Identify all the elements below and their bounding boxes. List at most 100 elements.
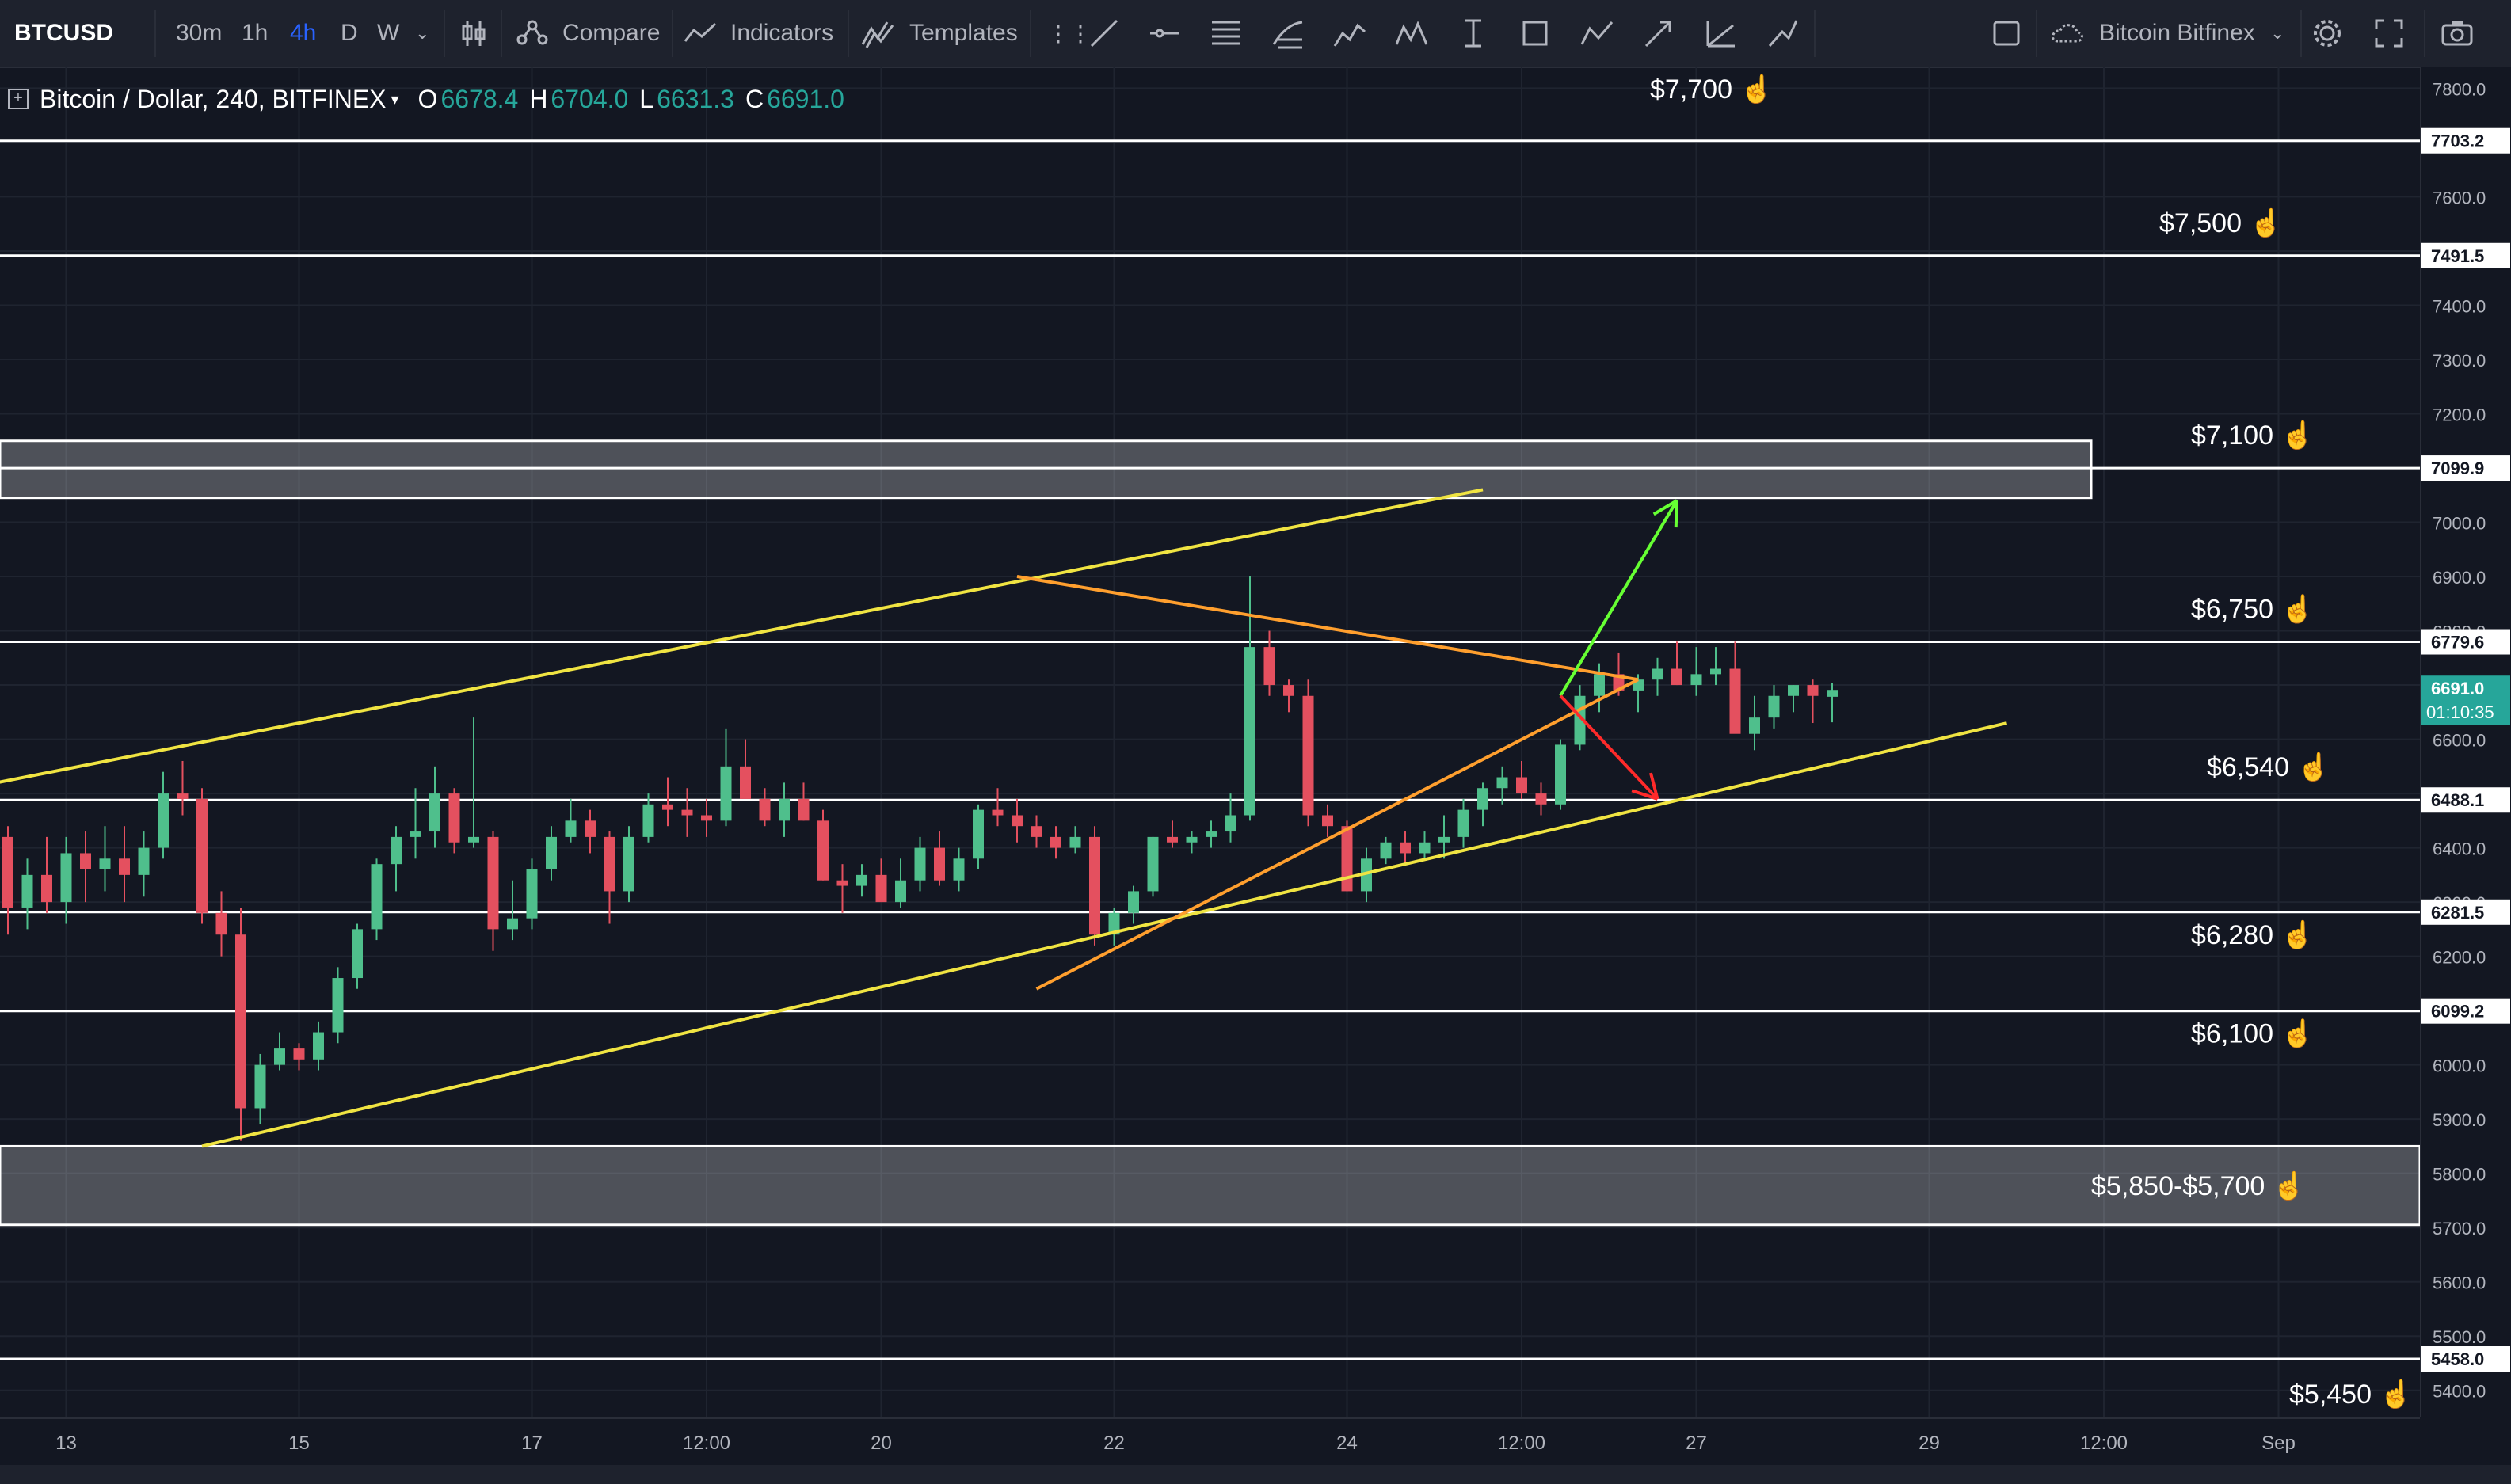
time-tick-label: 22: [1103, 1433, 1125, 1454]
interval-d[interactable]: D: [341, 20, 358, 46]
candle-body: [1069, 836, 1081, 848]
level-annotation: $7,700 ☝: [1650, 73, 1774, 105]
fullscreen-icon[interactable]: [2372, 16, 2406, 51]
candle-body: [1477, 788, 1488, 810]
candle-body: [1283, 685, 1294, 696]
candle-body: [352, 929, 363, 979]
candle-body: [973, 809, 984, 859]
cloud-icon[interactable]: [2050, 16, 2085, 51]
pattern-tool-icon[interactable]: [1394, 16, 1429, 51]
resistance-zone: [0, 439, 2093, 500]
candle-body: [953, 858, 965, 881]
time-tick-label: 13: [55, 1433, 77, 1454]
horizontal-ray-tool-icon[interactable]: [1147, 16, 1182, 51]
candle-body: [720, 766, 732, 821]
exchange-chevron-down-icon[interactable]: ⌄: [2270, 23, 2285, 43]
checkbox-icon[interactable]: [1990, 16, 2025, 51]
compare-button[interactable]: Compare: [562, 20, 661, 46]
level-annotation: $7,500 ☝: [2159, 207, 2283, 239]
chart-plot-area[interactable]: $7,700 ☝ $7,500 ☝ $7,100 ☝ $6,750 ☝ $6,540 ☝…: [0, 67, 2420, 1417]
indicators-icon[interactable]: [683, 16, 718, 51]
candle-body: [313, 1032, 324, 1060]
indicators-button[interactable]: Indicators: [730, 20, 834, 46]
templates-icon[interactable]: [860, 16, 895, 51]
candle-body: [371, 864, 383, 930]
toolbar-divider: [444, 10, 445, 57]
legend-low-value: 6631.3: [657, 84, 734, 113]
last-price-tag: [2421, 675, 2510, 725]
time-tick-label: 15: [288, 1433, 310, 1454]
candle-body: [1438, 836, 1450, 843]
level-price-tag: [2421, 787, 2510, 813]
candle-body: [99, 858, 111, 870]
measure-tool-icon[interactable]: [1456, 16, 1491, 51]
price-tick-label: 5500.0: [2433, 1327, 2486, 1347]
level-price-tag: [2421, 629, 2510, 655]
candle-style-icon[interactable]: [456, 16, 491, 51]
price-tick-label: 7300.0: [2433, 351, 2486, 371]
camera-icon[interactable]: [2440, 16, 2475, 51]
candle-body: [391, 836, 402, 865]
rectangle-tool-icon[interactable]: [1518, 16, 1553, 51]
level-annotation: $5,450 ☝: [2289, 1378, 2413, 1410]
abcd-pattern-tool-icon[interactable]: [1579, 16, 1614, 51]
legend-dropdown-icon[interactable]: ▾: [391, 90, 399, 108]
drag-handle-icon[interactable]: ⋮⋮: [1047, 21, 1092, 46]
interval-w[interactable]: W: [377, 20, 400, 46]
candle-body: [1400, 842, 1411, 854]
projection-arrow-head: [1631, 789, 1659, 801]
candle-body: [1244, 647, 1256, 816]
candle-body: [1671, 668, 1682, 686]
candle-body: [1147, 836, 1159, 892]
candle-body: [662, 804, 673, 810]
legend-title[interactable]: Bitcoin / Dollar, 240, BITFINEX: [40, 84, 387, 113]
candle-body: [1729, 668, 1741, 734]
time-tick-label: 20: [871, 1433, 892, 1454]
candle-body: [332, 978, 344, 1033]
templates-button[interactable]: Templates: [909, 20, 1018, 46]
candle-body: [914, 847, 926, 881]
candle-body: [1457, 809, 1469, 837]
projection-arrow: [1559, 694, 1659, 801]
interval-4h[interactable]: 4h: [290, 20, 317, 46]
candle-body: [875, 874, 887, 903]
exchange-selector[interactable]: Bitcoin Bitfinex: [2099, 20, 2255, 46]
fib-retracement-tool-icon[interactable]: [1209, 16, 1244, 51]
candle-body: [1807, 685, 1819, 696]
candle-body: [1089, 836, 1100, 935]
pitchfork-tool-icon[interactable]: [1271, 16, 1305, 51]
price-tick-label: 7600.0: [2433, 188, 2486, 207]
candle-body: [215, 912, 227, 935]
interval-1h[interactable]: 1h: [242, 20, 269, 46]
legend-close-key: C: [745, 84, 764, 113]
compare-icon[interactable]: [515, 16, 550, 51]
time-tick-label: 29: [1918, 1433, 1940, 1454]
level-price-tag-label: 6779.6: [2431, 633, 2484, 653]
price-tick-label: 5600.0: [2433, 1273, 2486, 1293]
trendline: [0, 488, 1484, 784]
legend-expand-icon[interactable]: +: [8, 89, 29, 109]
trendline: [1035, 678, 1639, 991]
candle-body: [196, 798, 208, 913]
candle-body: [293, 1048, 305, 1060]
candle-body: [895, 880, 906, 903]
interval-dropdown-chevron-icon[interactable]: ⌄: [415, 23, 430, 43]
trend-line-tool-icon[interactable]: [1087, 16, 1122, 51]
gann-fan-tool-icon[interactable]: [1703, 16, 1738, 51]
candle-body: [235, 934, 246, 1109]
price-tick-label: 6000.0: [2433, 1056, 2486, 1076]
gear-icon[interactable]: [2310, 16, 2345, 51]
legend-high-value: 6704.0: [551, 84, 629, 113]
candle-body: [836, 880, 848, 886]
brush-tool-icon[interactable]: [1765, 16, 1800, 51]
toolbar-divider: [1030, 10, 1031, 57]
elliott-wave-tool-icon[interactable]: [1332, 16, 1367, 51]
toolbar-divider: [2036, 10, 2037, 57]
arrow-tool-icon[interactable]: [1641, 16, 1676, 51]
interval-30m[interactable]: 30m: [176, 20, 223, 46]
candle-body: [138, 847, 150, 875]
symbol-search[interactable]: BTCUSD: [14, 20, 113, 46]
price-scale[interactable]: 5400.0 5500.0 5600.0 5700.0 5800.0 5900.0 6000…: [2420, 67, 2511, 1417]
price-tick-label: 6200.0: [2433, 948, 2486, 968]
